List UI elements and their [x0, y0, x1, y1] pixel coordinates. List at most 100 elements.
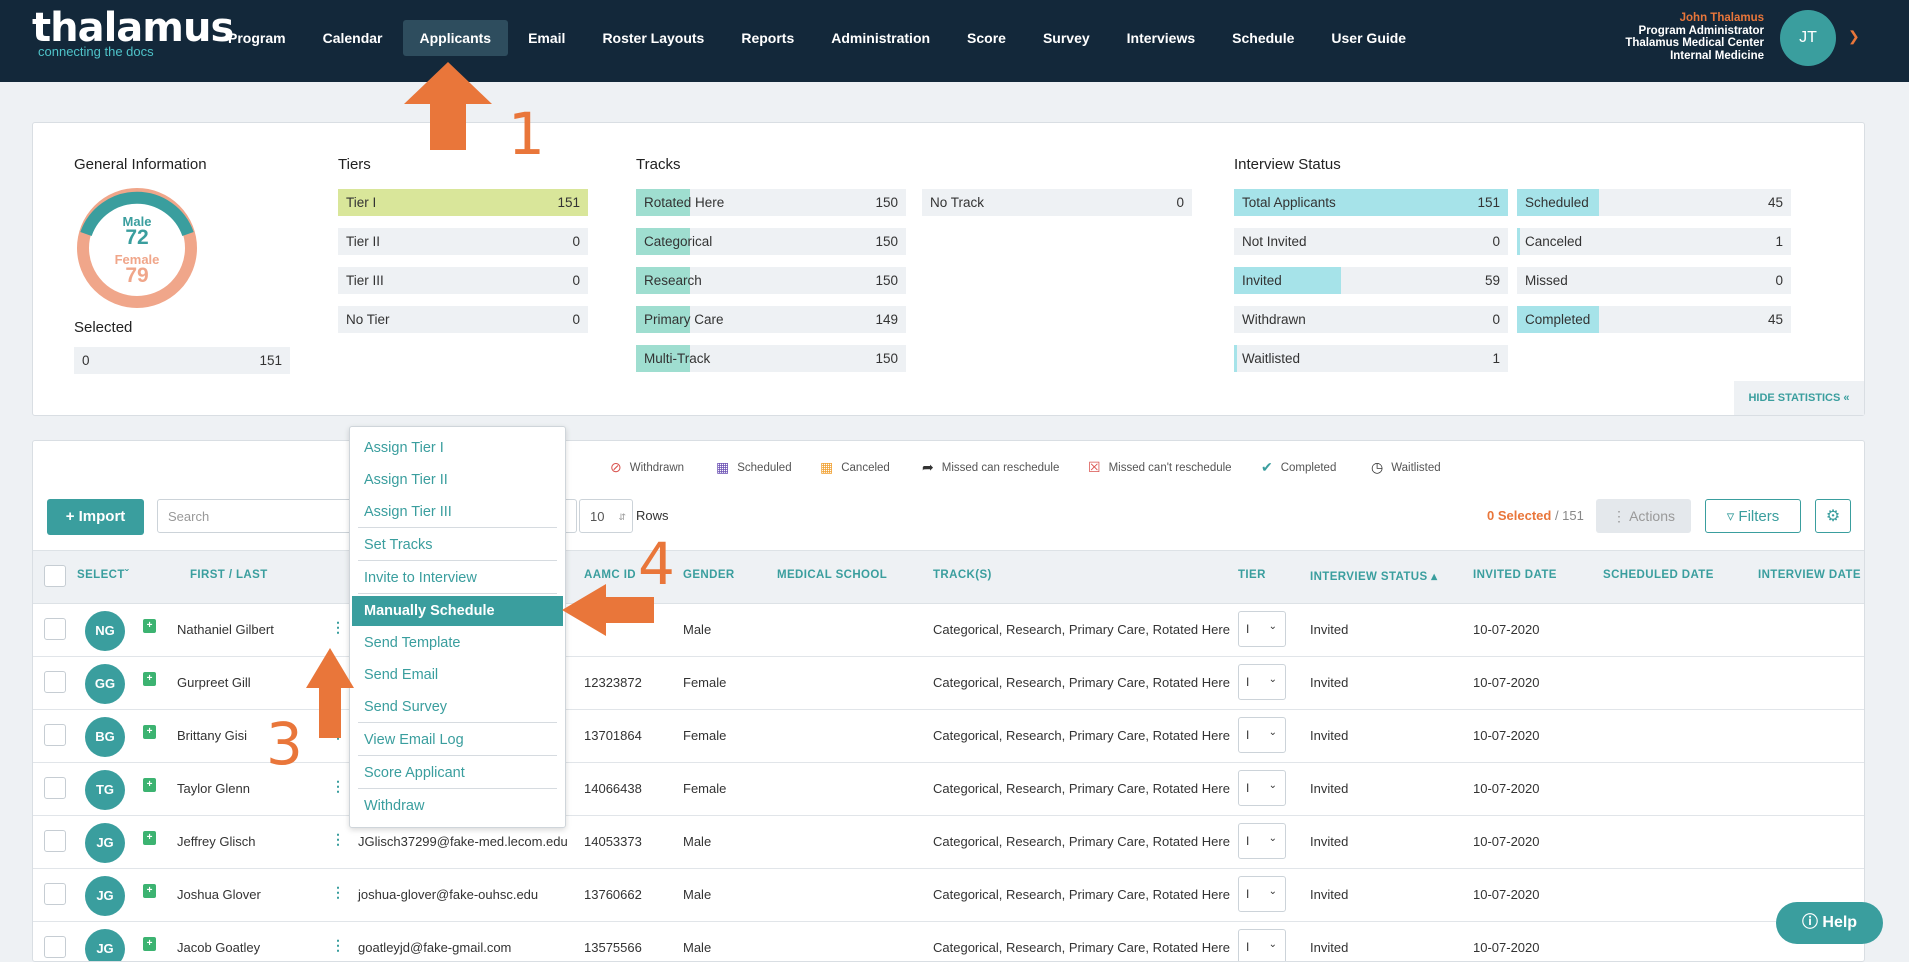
col-aamc-id[interactable]: AAMC ID [584, 569, 636, 581]
col-interview-status[interactable]: INTERVIEW STATUS ▴ [1310, 569, 1437, 583]
no-track-bar[interactable]: No Track 0 [922, 189, 1192, 216]
tier-select[interactable]: I ⌄ [1238, 823, 1286, 859]
help-button[interactable]: ⓘ Help [1776, 902, 1883, 944]
nav-calendar[interactable]: Calendar [322, 30, 383, 46]
row-checkbox[interactable] [44, 936, 66, 958]
tier-2-bar[interactable]: Tier III 0 [338, 267, 588, 294]
calendar-plus-icon[interactable]: + [143, 937, 156, 951]
kebab-icon[interactable]: ⋮ [331, 619, 345, 635]
tier-3-bar[interactable]: No Tier 0 [338, 306, 588, 333]
status-right-2-bar[interactable]: Missed 0 [1517, 267, 1791, 294]
menu-item-assign-tier-ii[interactable]: Assign Tier II [364, 472, 448, 488]
actions-button[interactable]: ⋮ Actions [1596, 499, 1691, 533]
tier-select[interactable]: I ⌄ [1238, 664, 1286, 700]
menu-item-assign-tier-iii[interactable]: Assign Tier III [364, 504, 452, 520]
row-checkbox[interactable] [44, 724, 66, 746]
table-row[interactable]: GG + Gurpreet Gill ⋮ 12323872 Female Categoric… [33, 656, 1864, 710]
applicant-name[interactable]: Joshua Glover [177, 887, 261, 902]
col-gender[interactable]: GENDER [683, 569, 735, 581]
tier-select[interactable]: I ⌄ [1238, 717, 1286, 753]
track-4-bar[interactable]: Multi-Track 150 [636, 345, 906, 372]
status-left-4-bar[interactable]: Waitlisted 1 [1234, 345, 1508, 372]
menu-item-send-survey[interactable]: Send Survey [364, 699, 448, 715]
calendar-plus-icon[interactable]: + [143, 725, 156, 739]
nav-interviews[interactable]: Interviews [1126, 30, 1196, 46]
nav-roster-layouts[interactable]: Roster Layouts [602, 30, 705, 46]
row-checkbox[interactable] [44, 618, 66, 640]
status-right-1-bar[interactable]: Canceled 1 [1517, 228, 1791, 255]
tier-select[interactable]: I ⌄ [1238, 770, 1286, 806]
table-row[interactable]: BG + Brittany Gisi ⋮ 13701864 Female Categoric… [33, 709, 1864, 763]
gear-icon[interactable]: ⚙ [1815, 499, 1851, 533]
nav-survey[interactable]: Survey [1042, 30, 1090, 46]
status-left-2-bar[interactable]: Invited 59 [1234, 267, 1508, 294]
applicant-name[interactable]: Jacob Goatley [177, 940, 261, 955]
nav-schedule[interactable]: Schedule [1232, 30, 1295, 46]
status-right-3-bar[interactable]: Completed 45 [1517, 306, 1791, 333]
track-3-bar[interactable]: Primary Care 149 [636, 306, 906, 333]
tier-select[interactable]: I ⌄ [1238, 876, 1286, 912]
hide-statistics-button[interactable]: HIDE STATISTICS « [1734, 381, 1864, 415]
menu-item-score-applicant[interactable]: Score Applicant [364, 765, 465, 781]
kebab-icon[interactable]: ⋮ [331, 725, 345, 741]
status-left-1-bar[interactable]: Not Invited 0 [1234, 228, 1508, 255]
tier-select[interactable]: I ⌄ [1238, 611, 1286, 647]
tier-0-bar[interactable]: Tier I 151 [338, 189, 588, 216]
table-row[interactable]: JG + Jacob Goatley ⋮ goatleyjd@fake-gmail.co… [33, 921, 1864, 961]
col-name[interactable]: FIRST / LAST [190, 569, 268, 581]
tier-1-bar[interactable]: Tier II 0 [338, 228, 588, 255]
table-row[interactable]: NG + Nathaniel Gilbert ⋮ Male Categorical, Re… [33, 603, 1864, 657]
table-row[interactable]: JG + Jeffrey Glisch ⋮ JGlisch37299@fake-med.… [33, 815, 1864, 869]
menu-item-invite-to-interview[interactable]: Invite to Interview [364, 570, 477, 586]
track-0-bar[interactable]: Rotated Here 150 [636, 189, 906, 216]
kebab-icon[interactable]: ⋮ [331, 778, 345, 794]
menu-item-manually-schedule[interactable]: Manually Schedule [352, 596, 563, 626]
nav-user-guide[interactable]: User Guide [1331, 30, 1407, 46]
row-checkbox[interactable] [44, 883, 66, 905]
menu-item-set-tracks[interactable]: Set Tracks [364, 537, 433, 553]
track-2-bar[interactable]: Research 150 [636, 267, 906, 294]
menu-item-view-email-log[interactable]: View Email Log [364, 732, 464, 748]
col-invited-date[interactable]: INVITED DATE [1473, 569, 1557, 581]
kebab-icon[interactable]: ⋮ [331, 884, 345, 900]
nav-administration[interactable]: Administration [831, 30, 931, 46]
table-row[interactable]: TG + Taylor Glenn ⋮ 14066438 Female Categorica… [33, 762, 1864, 816]
kebab-icon[interactable]: ⋮ [331, 672, 345, 688]
col-tracks[interactable]: TRACK(S) [933, 569, 992, 581]
select-all-checkbox[interactable] [44, 565, 66, 587]
nav-email[interactable]: Email [528, 30, 566, 46]
kebab-icon[interactable]: ⋮ [331, 831, 345, 847]
applicant-name[interactable]: Gurpreet Gill [177, 675, 251, 690]
col-select[interactable]: SELECTˇ [77, 569, 129, 581]
applicant-name[interactable]: Nathaniel Gilbert [177, 622, 274, 637]
table-row[interactable]: JG + Joshua Glover ⋮ joshua-glover@fake-ouhs… [33, 868, 1864, 922]
col-interview-date[interactable]: INTERVIEW DATE [1758, 569, 1861, 581]
calendar-plus-icon[interactable]: + [143, 884, 156, 898]
applicant-name[interactable]: Taylor Glenn [177, 781, 250, 796]
row-checkbox[interactable] [44, 830, 66, 852]
nav-reports[interactable]: Reports [741, 30, 795, 46]
menu-item-send-template[interactable]: Send Template [364, 635, 461, 651]
status-right-0-bar[interactable]: Scheduled 45 [1517, 189, 1791, 216]
nav-program[interactable]: Program [228, 30, 286, 46]
menu-item-withdraw[interactable]: Withdraw [364, 798, 425, 814]
col-scheduled-date[interactable]: SCHEDULED DATE [1603, 569, 1714, 581]
status-left-3-bar[interactable]: Withdrawn 0 [1234, 306, 1508, 333]
calendar-plus-icon[interactable]: + [143, 672, 156, 686]
tier-select[interactable]: I ⌄ [1238, 929, 1286, 961]
thalamus-logo[interactable]: thalamus connecting the docs [32, 6, 234, 59]
track-1-bar[interactable]: Categorical 150 [636, 228, 906, 255]
row-checkbox[interactable] [44, 777, 66, 799]
calendar-plus-icon[interactable]: + [143, 619, 156, 633]
row-checkbox[interactable] [44, 671, 66, 693]
col-tier[interactable]: TIER [1238, 569, 1266, 581]
nav-score[interactable]: Score [967, 30, 1006, 46]
status-left-0-bar[interactable]: Total Applicants 151 [1234, 189, 1508, 216]
applicant-name[interactable]: Brittany Gisi [177, 728, 248, 743]
applicant-name[interactable]: Jeffrey Glisch [177, 834, 256, 849]
rows-per-page-input[interactable]: 10 ⇵ [579, 499, 633, 533]
menu-item-send-email[interactable]: Send Email [364, 667, 439, 683]
calendar-plus-icon[interactable]: + [143, 831, 156, 845]
kebab-icon[interactable]: ⋮ [331, 937, 345, 953]
chevron-down-icon[interactable]: ❯ [1848, 28, 1860, 44]
